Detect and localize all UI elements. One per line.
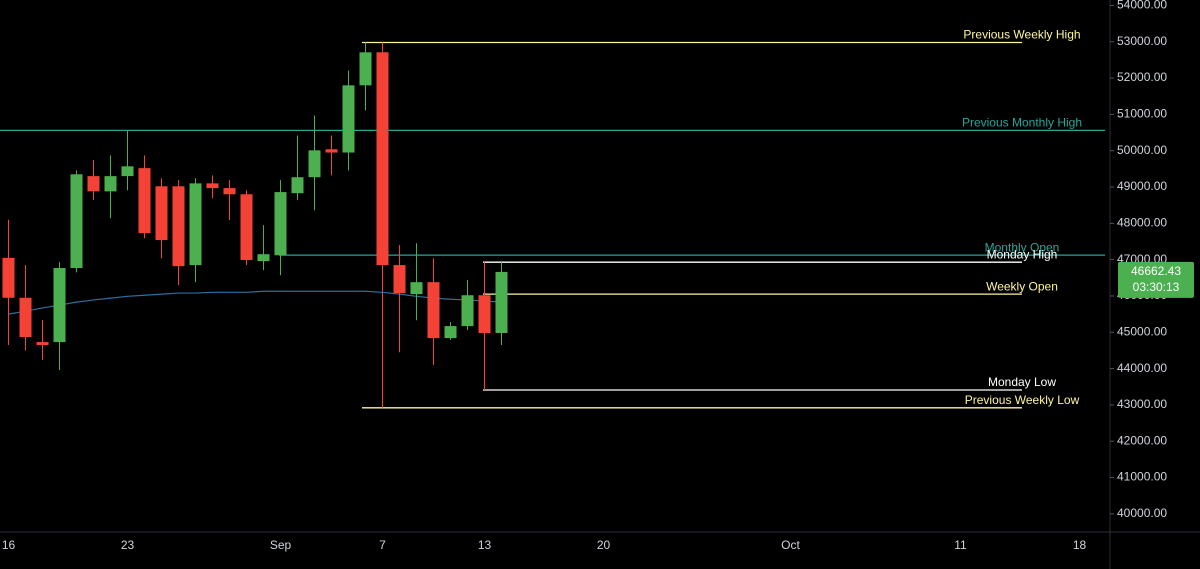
candle-body	[70, 174, 83, 268]
y-tick-label: 54000.00	[1117, 0, 1167, 12]
price-badge	[1118, 261, 1194, 298]
level-label: Monday High	[987, 247, 1058, 261]
candle-body	[189, 183, 202, 266]
x-tick-label: 11	[954, 538, 967, 552]
level-label: Previous Weekly High	[963, 28, 1080, 42]
candle-body	[223, 188, 236, 195]
y-tick-label: 53000.00	[1117, 34, 1167, 48]
x-tick-label: 13	[478, 538, 492, 552]
candle-body	[410, 282, 423, 295]
x-tick-label: 20	[597, 538, 611, 552]
level-label: Monthly Open	[985, 240, 1060, 254]
level-label: Monday Low	[988, 375, 1056, 389]
y-tick-label: 43000.00	[1117, 397, 1167, 411]
y-tick-label: 45000.00	[1117, 324, 1167, 338]
price-badge-value: 46662.43	[1131, 264, 1181, 278]
x-tick-label: 23	[121, 538, 135, 552]
y-tick-label: 49000.00	[1117, 179, 1167, 193]
candle-body	[291, 177, 304, 194]
y-tick-label: 52000.00	[1117, 70, 1167, 84]
level-label: Weekly Open	[986, 279, 1058, 293]
y-tick-label: 40000.00	[1117, 506, 1167, 520]
y-tick-label: 44000.00	[1117, 361, 1167, 375]
x-tick-label: 16	[2, 538, 16, 552]
candle-body	[325, 149, 338, 153]
candle-body	[104, 176, 117, 192]
candle-body	[461, 295, 474, 327]
level-label: Previous Weekly Low	[965, 393, 1080, 407]
y-tick-label: 51000.00	[1117, 107, 1167, 121]
candle-body	[87, 176, 100, 192]
x-tick-label: 18	[1073, 538, 1087, 552]
candle-body	[155, 186, 168, 241]
moving-average	[8, 290, 502, 315]
candle-body	[342, 85, 355, 153]
candle-body	[274, 192, 287, 256]
candle-body	[53, 267, 66, 343]
candle-body	[308, 150, 321, 178]
y-tick-label: 41000.00	[1117, 470, 1167, 484]
candle-body	[121, 166, 134, 177]
y-tick-label: 48000.00	[1117, 216, 1167, 230]
y-tick-label: 42000.00	[1117, 433, 1167, 447]
candle-body	[36, 342, 49, 345]
x-tick-label: Oct	[781, 538, 800, 552]
candle-body	[376, 52, 389, 266]
countdown: 03:30:13	[1133, 280, 1180, 294]
level-label: Previous Monthly High	[962, 116, 1082, 130]
candle-body	[206, 183, 219, 189]
x-tick-label: 7	[379, 538, 386, 552]
candle-body	[172, 186, 185, 267]
candle-body	[2, 257, 15, 298]
candle-body	[359, 52, 372, 86]
candle-body	[393, 265, 406, 294]
y-tick-label: 50000.00	[1117, 143, 1167, 157]
candle-body	[444, 326, 457, 339]
candle-body	[427, 282, 440, 339]
candle-body	[257, 254, 270, 262]
candle-body	[495, 271, 508, 333]
candle-body	[478, 295, 491, 333]
candle-body	[138, 168, 151, 234]
candle-body	[19, 297, 32, 337]
candle-body	[240, 194, 253, 261]
x-tick-label: Sep	[270, 538, 292, 552]
